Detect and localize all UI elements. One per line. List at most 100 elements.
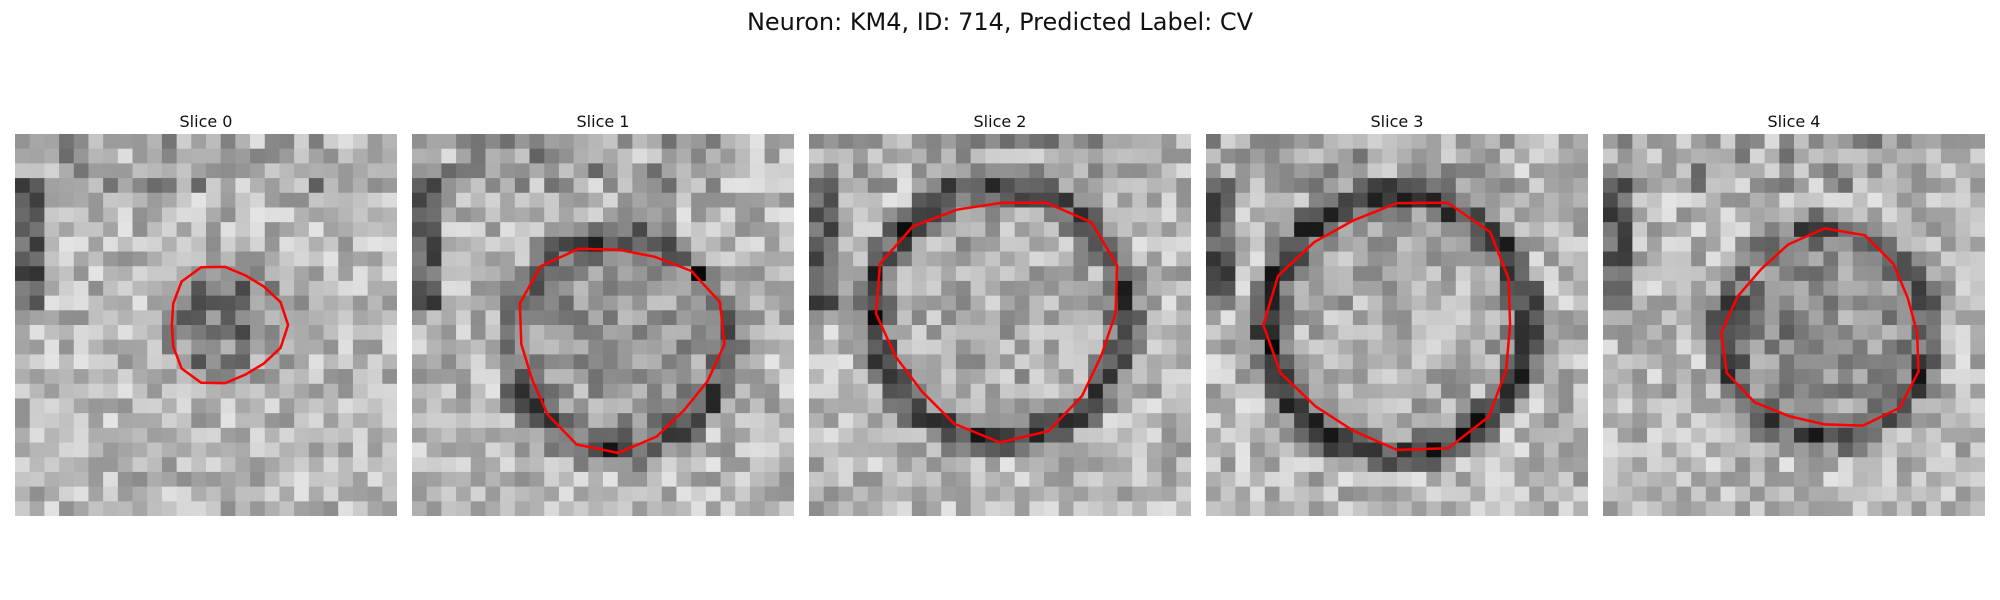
pixel (1014, 501, 1030, 516)
pixel (1926, 266, 1942, 282)
pixel (103, 295, 119, 311)
pixel (1352, 413, 1369, 429)
pixel (1323, 163, 1339, 179)
pixel (514, 501, 531, 516)
pixel (1543, 369, 1560, 385)
pixel (1632, 280, 1648, 297)
pixel (1558, 134, 1574, 150)
pixel (853, 222, 869, 238)
pixel (1485, 148, 1501, 164)
pixel (1088, 163, 1104, 179)
pixel (1543, 134, 1560, 150)
pixel (338, 236, 354, 253)
pixel (1000, 178, 1016, 194)
pixel (176, 383, 192, 400)
pixel (1102, 207, 1119, 223)
pixel (1102, 266, 1119, 282)
pixel (1308, 457, 1325, 473)
pixel (1573, 207, 1588, 223)
pixel (1294, 457, 1310, 473)
pixel (529, 192, 545, 209)
pixel (15, 413, 31, 429)
pixel (1000, 310, 1016, 326)
pixel (691, 236, 707, 253)
pixel (705, 310, 722, 326)
pixel (323, 325, 339, 341)
pixel (1749, 471, 1766, 488)
pixel (1146, 192, 1163, 209)
pixel (206, 442, 222, 458)
pixel (147, 207, 163, 223)
pixel (352, 134, 369, 150)
pixel (749, 295, 766, 311)
pixel (220, 354, 236, 370)
pixel (1749, 325, 1766, 341)
pixel (88, 207, 104, 223)
pixel (1397, 266, 1413, 282)
pixel (206, 192, 222, 209)
pixel (191, 339, 207, 355)
pixel (44, 442, 60, 458)
pixel (73, 192, 90, 209)
pixel (1970, 471, 1985, 488)
pixel (1529, 471, 1545, 488)
pixel (1955, 280, 1971, 297)
pixel (720, 266, 736, 282)
pixel (867, 486, 884, 502)
pixel (382, 192, 397, 209)
pixel (470, 486, 487, 502)
pixel (691, 251, 707, 267)
pixel (617, 369, 633, 385)
pixel (911, 251, 928, 267)
pixel (1749, 413, 1766, 429)
pixel (1323, 178, 1339, 194)
pixel (1323, 207, 1339, 223)
pixel (632, 134, 648, 150)
pixel (1499, 398, 1516, 414)
pixel (1455, 442, 1472, 458)
pixel (1882, 310, 1898, 326)
pixel (691, 501, 707, 516)
pixel (1176, 207, 1191, 223)
pixel (59, 486, 75, 502)
pixel (1411, 163, 1427, 179)
pixel (1867, 134, 1883, 150)
pixel (412, 471, 428, 488)
pixel (1235, 251, 1251, 267)
pixel (412, 192, 428, 209)
pixel (1470, 427, 1486, 444)
pixel (485, 192, 501, 209)
pixel (1558, 339, 1574, 355)
pixel (1294, 251, 1310, 267)
pixel (1632, 295, 1648, 311)
pixel (367, 369, 383, 385)
pixel (338, 163, 354, 179)
pixel (1117, 398, 1133, 414)
pixel (1470, 310, 1486, 326)
pixel (1235, 178, 1251, 194)
pixel (1911, 369, 1927, 385)
pixel (308, 427, 325, 444)
pixel (1661, 251, 1678, 267)
pixel (970, 222, 986, 238)
pixel (382, 486, 397, 502)
pixel (426, 427, 442, 444)
pixel (1543, 339, 1560, 355)
pixel (206, 369, 222, 385)
pixel (764, 369, 780, 385)
pixel (985, 457, 1001, 473)
pixel (514, 442, 531, 458)
pixel (367, 310, 383, 326)
pixel (809, 192, 825, 209)
pixel (941, 236, 957, 253)
pixel (1852, 310, 1869, 326)
pixel (367, 471, 383, 488)
pixel (103, 427, 119, 444)
pixel (838, 486, 854, 502)
pixel (1691, 486, 1707, 502)
pixel (426, 178, 442, 194)
pixel (1044, 354, 1060, 370)
pixel (1749, 163, 1766, 179)
pixel (1529, 266, 1545, 282)
pixel (588, 280, 604, 297)
